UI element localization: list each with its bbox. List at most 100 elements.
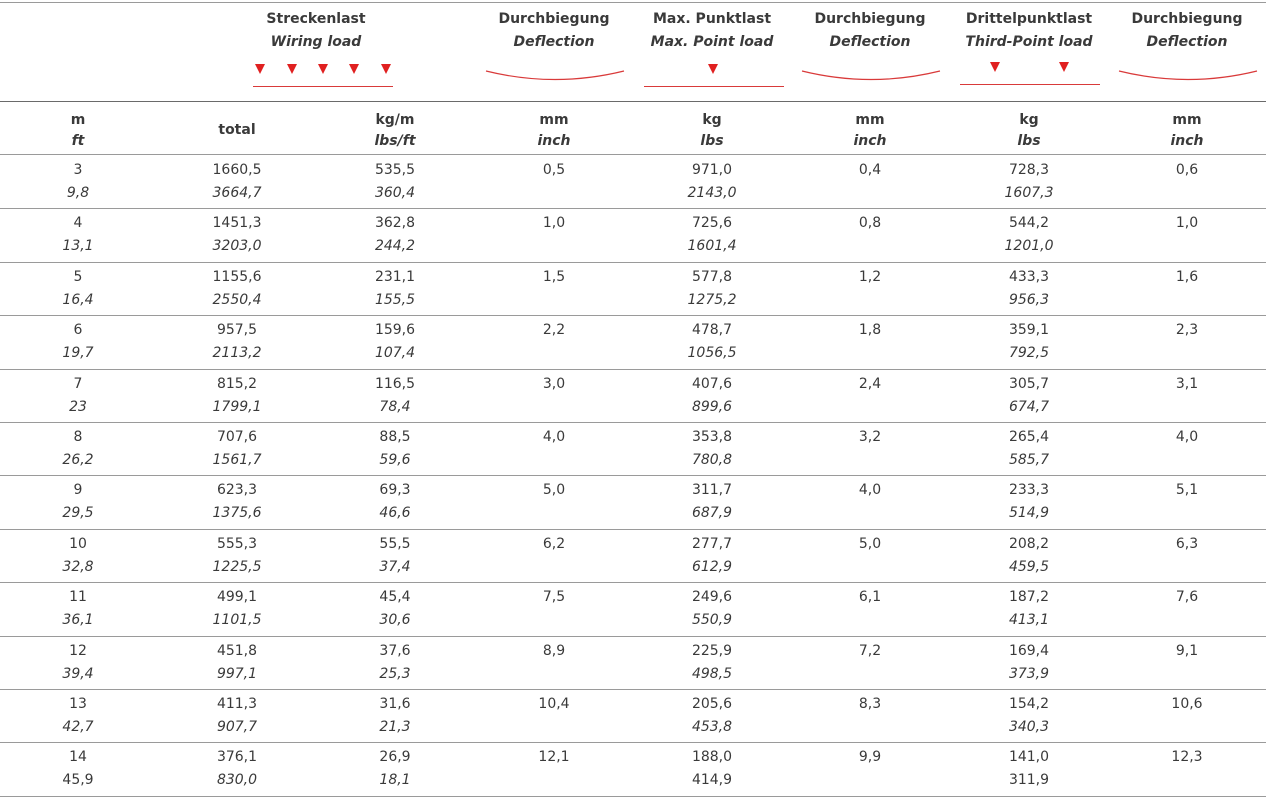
header-title: Max. Punktlast [652,11,772,27]
unit-third-point-load: kg lbs [969,110,1089,152]
table-cell-kgm: 362,8 [374,215,416,231]
table-cell-m: 9 [73,482,83,498]
table-cell-m: 13 [69,696,87,712]
table-cell-pkg: 225,9 [691,643,733,659]
table-cell-kgm: 55,5 [379,536,411,552]
table-cell-pkg: 353,8 [691,429,733,445]
row-divider [0,742,1266,743]
unit-per-length: kg/m lbs/ft [335,110,455,152]
table-cell-d3: 12,3 [1171,749,1203,765]
table-cell-plbs: 453,8 [691,719,733,735]
table-cell-d2: 3,2 [858,429,882,445]
table-cell-ft: 36,1 [62,612,94,628]
table-cell-m: 5 [73,269,83,285]
row-divider [0,208,1266,209]
table-cell-kgm: 37,6 [379,643,411,659]
table-cell-tlbs: 340,3 [1008,719,1050,735]
table-cell-total_kg: 499,1 [216,589,258,605]
unit-deflection-1: mm inch [494,110,614,152]
table-cell-d2: 7,2 [858,643,882,659]
table-cell-m: 3 [73,162,83,178]
table-cell-lbsft: 46,6 [379,505,411,521]
table-cell-tlbs: 413,1 [1008,612,1050,628]
row-divider [0,262,1266,263]
table-cell-plbs: 498,5 [691,666,733,682]
header-title: Drittelpunktlast [965,11,1093,27]
table-cell-ft: 26,2 [62,452,94,468]
table-cell-pkg: 577,8 [691,269,733,285]
header-title: Durchbiegung [498,11,610,27]
table-cell-d1: 2,2 [542,322,566,338]
header-subtitle: Deflection [513,34,595,50]
table-cell-tkg: 169,4 [1008,643,1050,659]
table-cell-tlbs: 514,9 [1008,505,1050,521]
unit-span: m ft [18,110,138,152]
header-subtitle: Max. Point load [650,34,774,50]
table-cell-m: 12 [69,643,87,659]
table-cell-kgm: 69,3 [379,482,411,498]
table-cell-d2: 0,4 [858,162,882,178]
table-cell-m: 4 [73,215,83,231]
table-row: 14 45,9 376,1 830,0 26,9 18,1 12,1 188,0 414,9 9,… [0,742,1266,795]
table-cell-ft: 42,7 [62,719,94,735]
table-cell-d1: 3,0 [542,376,566,392]
table-cell-lbsft: 155,5 [374,292,416,308]
table-cell-kgm: 31,6 [379,696,411,712]
table-cell-lbsft: 37,4 [379,559,411,575]
table-cell-d3: 7,6 [1175,589,1199,605]
header-subtitle: Deflection [1146,34,1228,50]
table-cell-d2: 8,3 [858,696,882,712]
header-subtitle: Deflection [829,34,911,50]
table-cell-lbsft: 21,3 [379,719,411,735]
table-cell-d2: 5,0 [858,536,882,552]
table-cell-d1: 10,4 [538,696,570,712]
table-cell-kgm: 535,5 [374,162,416,178]
header-deflection-2: Durchbiegung Deflection [790,8,950,54]
table-row: 4 13,1 1451,3 3203,0 362,8 244,2 1,0 725,6 1601,… [0,208,1266,261]
table-cell-tkg: 728,3 [1008,162,1050,178]
table-row: 8 26,2 707,6 1561,7 88,5 59,6 4,0 353,8 780,8 3,2… [0,422,1266,475]
table-cell-lbsft: 25,3 [379,666,411,682]
table-cell-lbsft: 30,6 [379,612,411,628]
table-cell-total_lbs: 2550,4 [212,292,262,308]
table-row: 10 32,8 555,3 1225,5 55,5 37,4 6,2 277,7 612,9 5,… [0,529,1266,582]
table-row: 13 42,7 411,3 907,7 31,6 21,3 10,4 205,6 453,8 8,… [0,689,1266,742]
table-cell-m: 10 [69,536,87,552]
table-cell-d3: 1,6 [1175,269,1199,285]
table-cell-d1: 7,5 [542,589,566,605]
unit-deflection-3: mm inch [1127,110,1247,152]
table-cell-d1: 1,5 [542,269,566,285]
table-cell-tlbs: 1607,3 [1004,185,1054,201]
deflection-curve-icon [801,70,941,81]
unit-secondary: inch [853,133,887,149]
units-row: m ft total kg/m lbs/ft mm inch kg lbs mm… [0,103,1266,153]
table-row: 12 39,4 451,8 997,1 37,6 25,3 8,9 225,9 498,5 7,2… [0,636,1266,689]
table-cell-total_kg: 1451,3 [212,215,262,231]
row-divider [0,636,1266,637]
table-cell-tkg: 305,7 [1008,376,1050,392]
table-cell-total_kg: 411,3 [216,696,258,712]
table-cell-d1: 1,0 [542,215,566,231]
row-divider [0,475,1266,476]
table-cell-plbs: 687,9 [691,505,733,521]
row-divider [0,369,1266,370]
table-cell-d2: 1,8 [858,322,882,338]
table-cell-ft: 19,7 [62,345,94,361]
table-cell-kgm: 159,6 [374,322,416,338]
table-cell-d3: 9,1 [1175,643,1199,659]
table-cell-plbs: 780,8 [691,452,733,468]
table-row: 7 23 815,2 1799,1 116,5 78,4 3,0 407,6 899,6 2,4 3… [0,369,1266,422]
table-cell-pkg: 311,7 [691,482,733,498]
table-cell-tlbs: 792,5 [1008,345,1050,361]
table-cell-d2: 9,9 [858,749,882,765]
table-cell-d3: 4,0 [1175,429,1199,445]
table-cell-tkg: 233,3 [1008,482,1050,498]
table-cell-d3: 2,3 [1175,322,1199,338]
table-cell-d3: 6,3 [1175,536,1199,552]
table-cell-total_kg: 623,3 [216,482,258,498]
unit-primary: m [70,112,86,128]
table-cell-tlbs: 585,7 [1008,452,1050,468]
deflection-curve-icon [1118,70,1258,81]
table-cell-ft: 32,8 [62,559,94,575]
table-cell-pkg: 249,6 [691,589,733,605]
